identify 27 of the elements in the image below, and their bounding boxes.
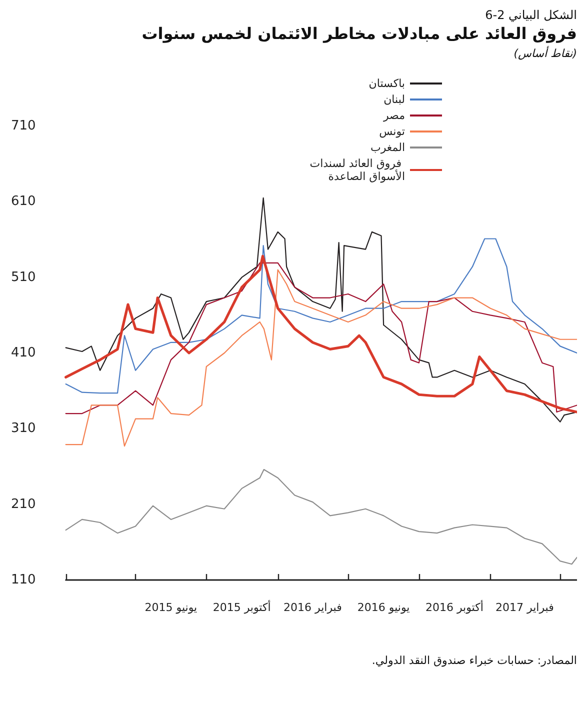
line-series [65, 269, 577, 447]
legend-label: لبنان [384, 93, 405, 106]
x-tick-label: يونيو 2016 [357, 601, 410, 614]
x-tick-label: أكتوبر 2015 [212, 600, 271, 614]
chart-title: فروق العائد على مبادلات مخاطر الائتمان لخمس سنوات [140, 24, 577, 43]
x-tick-label: يونيو 2015 [144, 601, 198, 614]
y-tick-label: 710 [10, 118, 36, 134]
x-tick-label: فبراير 2017 [496, 601, 554, 614]
legend-label: فروق العائد لسندات الأسواق الصاعدة [310, 157, 405, 183]
legend-label: تونس [379, 125, 405, 138]
legend-label: مصر [382, 109, 406, 122]
y-tick-label: 510 [10, 270, 36, 285]
y-tick-label: 210 [10, 496, 36, 512]
text: (نقاط أساس) [512, 47, 577, 60]
legend-label: باكستان [368, 77, 405, 90]
line-series [65, 197, 577, 422]
y-tick-label: 410 [10, 346, 36, 360]
y-tick-label: 110 [10, 572, 36, 588]
y-tick-label: 310 [10, 421, 36, 436]
x-tick-label: أكتوبر 2016 [425, 600, 484, 614]
chart-subtitle: الشكل البياني 2-6 [484, 8, 577, 22]
line-series [65, 468, 577, 565]
y-tick-label: 610 [10, 194, 36, 210]
legend-label: المغرب [370, 141, 405, 154]
line-series [65, 238, 577, 394]
x-tick-label: فبراير 2016 [284, 601, 342, 614]
text: المصادر: حسابات خبراء صندوق النقد الدولي. [370, 654, 577, 667]
